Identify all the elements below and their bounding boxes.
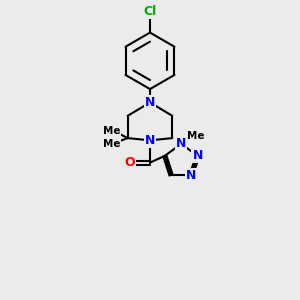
Text: O: O: [124, 156, 134, 169]
Text: Me: Me: [103, 126, 120, 136]
Text: N: N: [192, 149, 203, 162]
Text: N: N: [176, 137, 186, 150]
Text: Me: Me: [187, 130, 205, 141]
Text: N: N: [186, 169, 197, 182]
Text: Cl: Cl: [143, 5, 157, 18]
Text: N: N: [145, 96, 155, 109]
Text: N: N: [145, 134, 155, 147]
Text: Me: Me: [103, 139, 120, 149]
